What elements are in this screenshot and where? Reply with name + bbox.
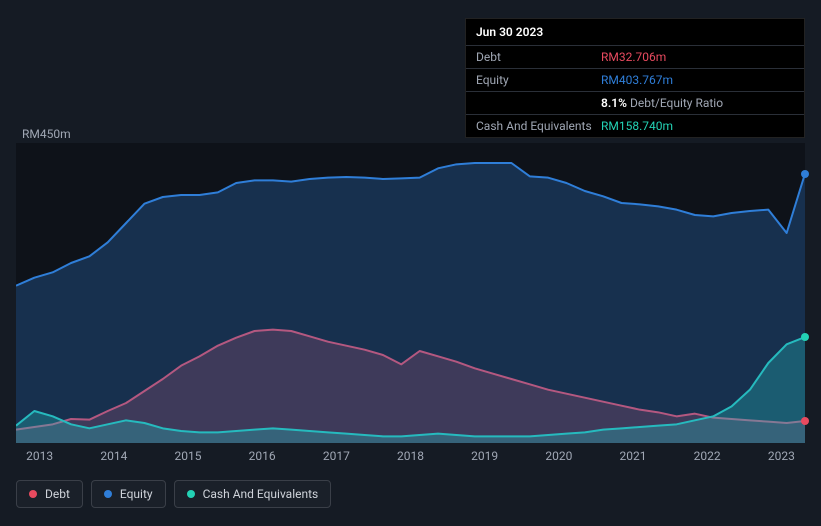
legend-item-cash[interactable]: Cash And Equivalents [174,480,332,508]
tooltip-pct: 8.1% [601,96,627,110]
legend-dot-icon [187,490,195,498]
x-tick: 2019 [471,449,498,463]
tooltip-date: Jun 30 2023 [466,19,804,45]
x-tick: 2023 [768,449,795,463]
chart-legend: Debt Equity Cash And Equivalents [16,480,331,508]
tooltip-row-value: 8.1% Debt/Equity Ratio [601,96,794,110]
legend-item-label: Cash And Equivalents [203,487,319,501]
series-end-dot-debt [801,417,809,425]
tooltip-row: EquityRM403.767m [466,68,804,91]
legend-item-label: Equity [120,487,153,501]
tooltip-row-label: Debt [476,50,601,64]
area-chart-svg [16,143,805,443]
x-tick: 2020 [545,449,572,463]
tooltip-row-label: Equity [476,73,601,87]
tooltip-row: 8.1% Debt/Equity Ratio [466,91,804,114]
tooltip-suffix: Debt/Equity Ratio [627,96,723,110]
tooltip-row-label: Cash And Equivalents [476,119,601,133]
tooltip-row-label [476,96,601,110]
series-end-dot-cash [801,333,809,341]
series-area-equity [16,163,805,443]
x-axis: 2013 2014 2015 2016 2017 2018 2019 2020 2021 2022… [16,449,805,467]
x-tick: 2018 [397,449,424,463]
legend-dot-icon [29,490,37,498]
y-axis-top-label: RM450m [22,127,71,141]
legend-dot-icon [104,490,112,498]
tooltip-row-value: RM32.706m [601,50,794,64]
x-tick: 2021 [619,449,646,463]
legend-item-equity[interactable]: Equity [91,480,166,508]
chart-plot-area[interactable] [16,143,805,443]
x-tick: 2014 [100,449,127,463]
tooltip-row-value: RM158.740m [601,119,794,133]
legend-item-debt[interactable]: Debt [16,480,83,508]
legend-item-label: Debt [45,487,70,501]
x-tick: 2013 [26,449,53,463]
x-tick: 2017 [323,449,350,463]
x-tick: 2022 [694,449,721,463]
x-tick: 2016 [249,449,276,463]
tooltip-row: DebtRM32.706m [466,45,804,68]
chart-tooltip: Jun 30 2023 DebtRM32.706mEquityRM403.767… [465,18,805,138]
tooltip-row-value: RM403.767m [601,73,794,87]
x-tick: 2015 [175,449,202,463]
tooltip-row: Cash And EquivalentsRM158.740m [466,114,804,137]
series-end-dot-equity [801,170,809,178]
